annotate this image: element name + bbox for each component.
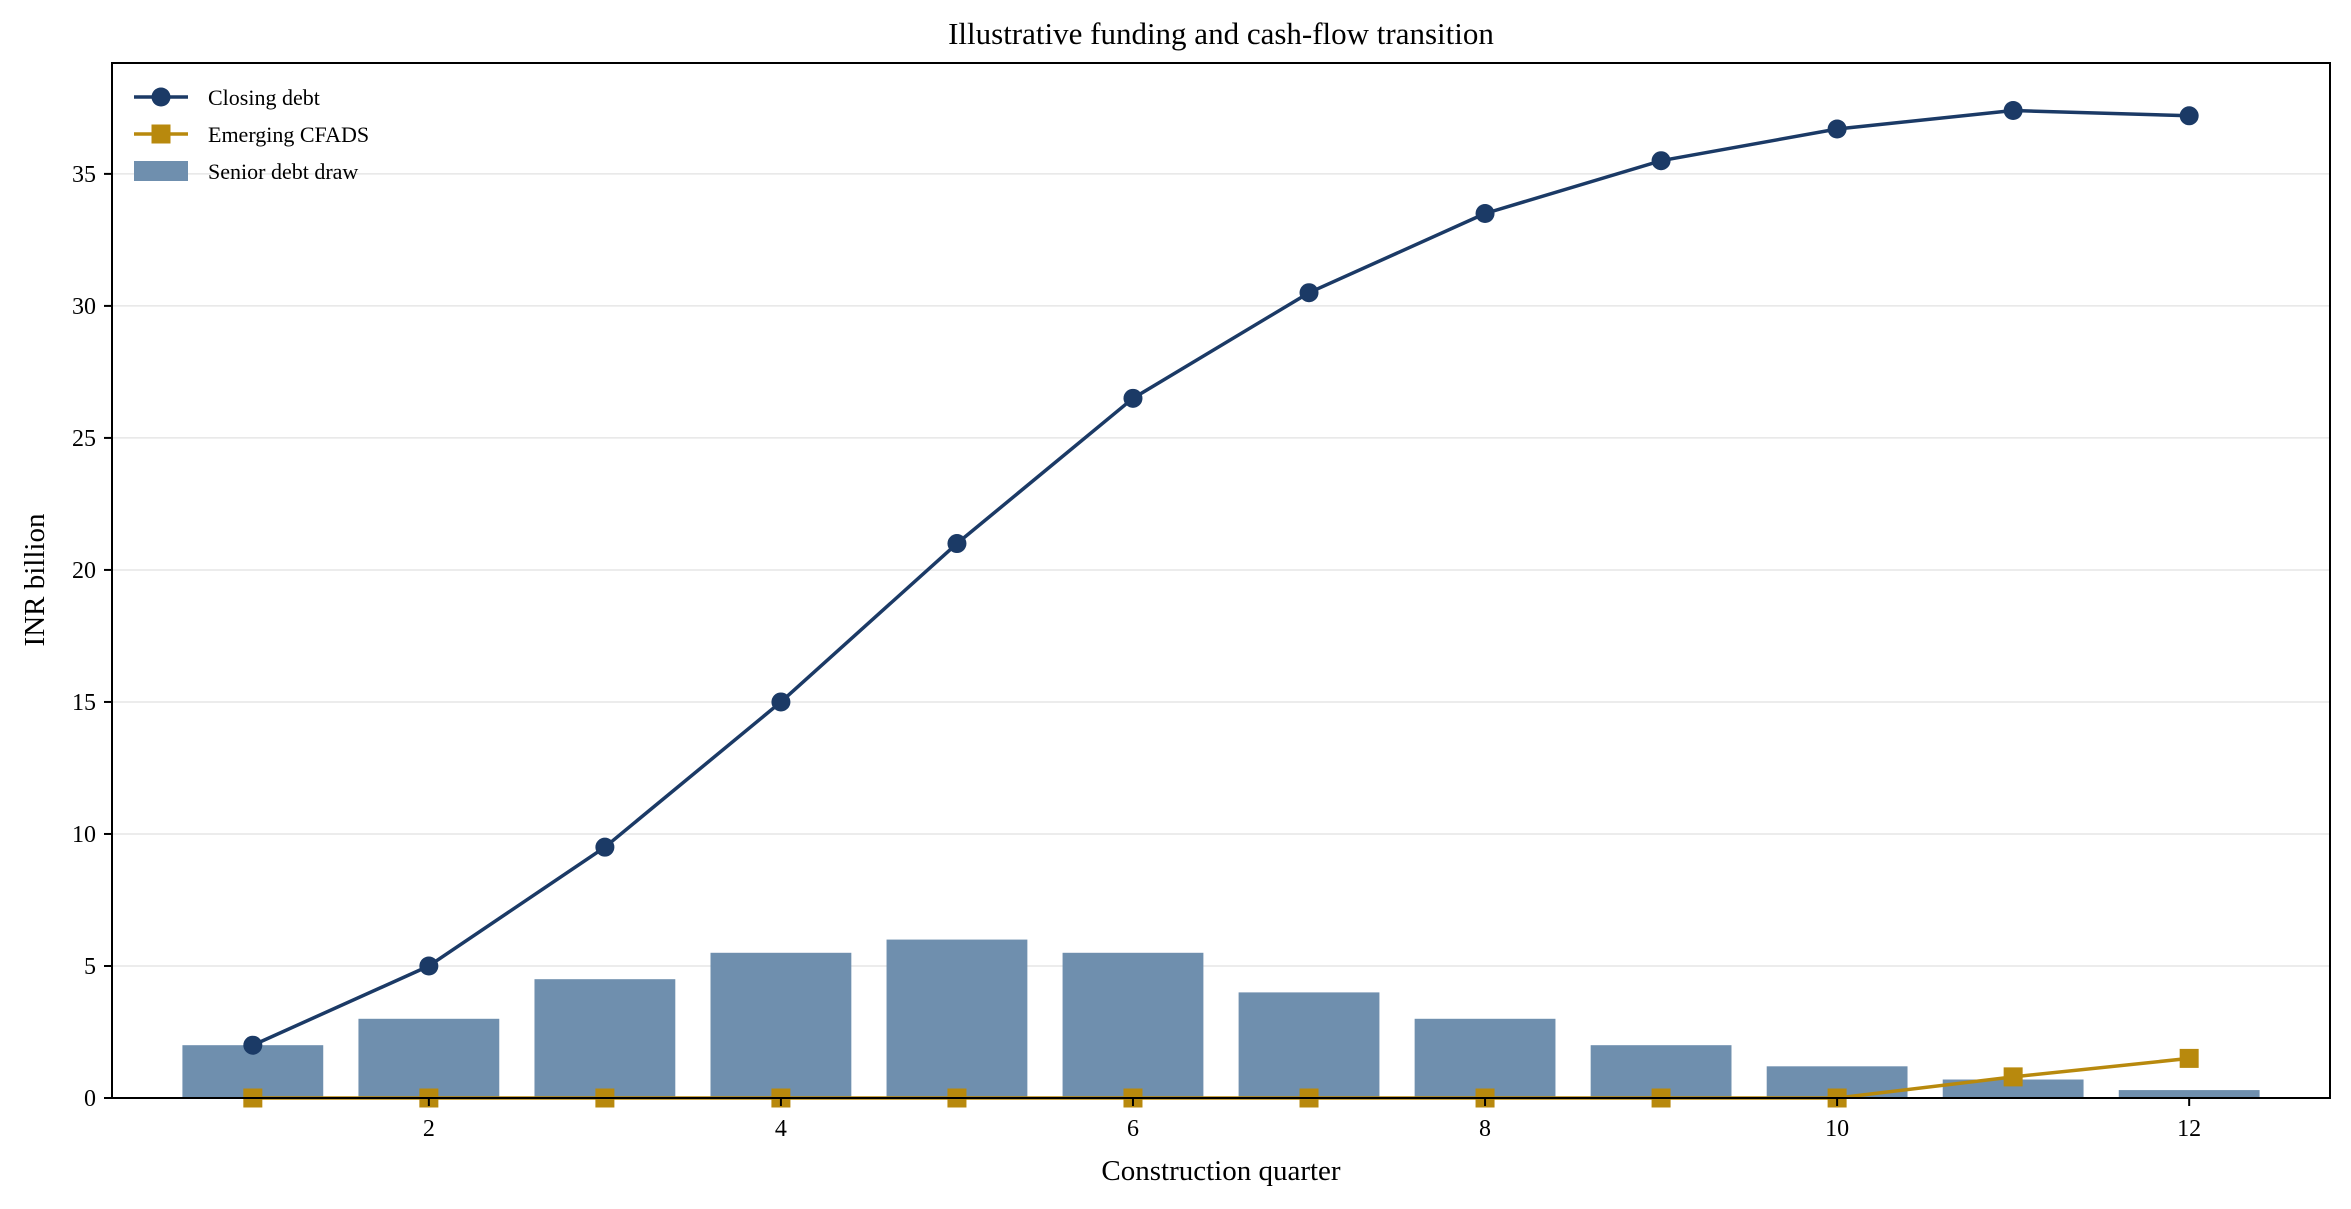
- y-tick-label: 35: [72, 162, 96, 188]
- legend-label-senior-debt-draw: Senior debt draw: [208, 159, 358, 184]
- bar-senior-debt-draw: [1062, 952, 1204, 1098]
- chart-title: Illustrative funding and cash-flow trans…: [948, 16, 1494, 51]
- bar-senior-debt-draw: [534, 979, 676, 1098]
- y-tick-label: 0: [84, 1086, 96, 1112]
- bar-senior-debt-draw: [2118, 1090, 2260, 1098]
- y-tick-label: 25: [72, 426, 96, 452]
- point-closing-debt: [1827, 119, 1847, 139]
- grid-lines: [112, 173, 2330, 967]
- x-tick-label: 2: [423, 1116, 435, 1142]
- legend-swatch-senior-debt-draw: [134, 161, 188, 181]
- y-tick-label: 5: [84, 954, 96, 980]
- x-axis-label: Construction quarter: [1101, 1155, 1341, 1187]
- legend-label-emerging-cfads: Emerging CFADS: [208, 122, 369, 147]
- point-closing-debt: [947, 534, 967, 554]
- plot-frame: [111, 62, 2331, 1099]
- point-closing-debt: [771, 692, 791, 712]
- point-closing-debt: [2003, 101, 2023, 121]
- point-closing-debt: [1123, 388, 1143, 408]
- point-closing-debt: [595, 837, 615, 857]
- y-tick-label: 10: [72, 822, 96, 848]
- y-tick-label: 20: [72, 558, 96, 584]
- legend-label-closing-debt: Closing debt: [208, 85, 320, 110]
- x-tick-label: 4: [775, 1116, 787, 1142]
- legend-marker-closing-debt: [151, 87, 171, 107]
- point-emerging-cfads: [2179, 1048, 2199, 1068]
- point-closing-debt: [1299, 283, 1319, 303]
- bar-senior-debt-draw: [886, 939, 1028, 1098]
- legend-marker-emerging-cfads: [151, 124, 171, 144]
- x-tick-label: 12: [2177, 1116, 2201, 1142]
- legend: Closing debt Emerging CFADS Senior debt dr…: [134, 85, 369, 184]
- point-closing-debt: [419, 956, 439, 976]
- bar-senior-debt-draw: [358, 1018, 500, 1098]
- bar-senior-debt-draw: [1414, 1018, 1556, 1098]
- point-closing-debt: [243, 1035, 263, 1055]
- x-tick-label: 10: [1825, 1116, 1849, 1142]
- point-closing-debt: [1651, 151, 1671, 171]
- point-emerging-cfads: [2003, 1067, 2023, 1087]
- point-closing-debt: [1475, 203, 1495, 223]
- x-tick-label: 8: [1479, 1116, 1491, 1142]
- line-series: [243, 101, 2199, 1108]
- point-closing-debt: [2179, 106, 2199, 126]
- y-tick-label: 15: [72, 690, 96, 716]
- x-axis-ticks: 2 4 6 8 10 12: [423, 1098, 2201, 1142]
- y-tick-label: 30: [72, 294, 96, 320]
- y-axis-label: INR billion: [19, 513, 51, 646]
- bar-senior-debt-draw: [710, 952, 852, 1098]
- x-tick-label: 6: [1127, 1116, 1139, 1142]
- bar-senior-debt-draw: [1238, 992, 1380, 1098]
- y-axis-ticks: 0 5 10 15 20 25 30 35: [72, 162, 112, 1112]
- bar-senior-debt-draw: [1942, 1079, 2084, 1098]
- line-closing-debt: [252, 108, 2190, 1047]
- bar-series: [182, 939, 2260, 1098]
